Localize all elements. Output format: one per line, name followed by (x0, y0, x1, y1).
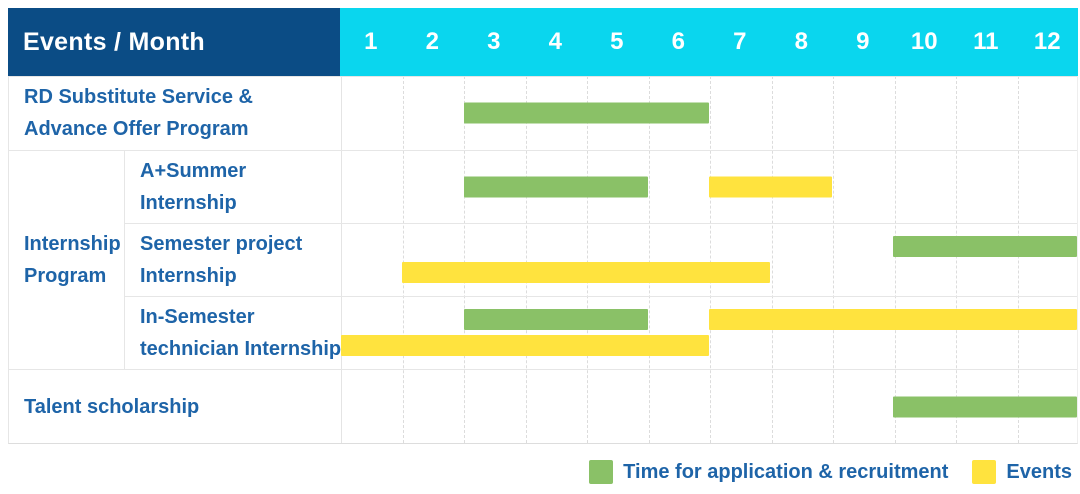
month-header-10: 10 (910, 28, 938, 55)
row-label-in-semester-technician: In-Semester technician Internship (125, 297, 341, 369)
application-recruitment-bar (463, 176, 648, 198)
row-label-semester-project: Semester project Internship (125, 224, 341, 296)
row-label-line: Internship (140, 191, 237, 214)
month-header-11: 11 (973, 28, 999, 55)
gridline-col (1017, 76, 1080, 443)
row-label-line: Internship (140, 265, 237, 287)
row-label-line: Advance Offer Program (24, 118, 249, 141)
legend-item-application-recruitment: Time for application & recruitment (589, 460, 948, 484)
application-recruitment-bar (463, 309, 648, 331)
gridline-col (402, 76, 465, 443)
row-label-rd-substitute: RD Substitute Service & Advance Offer Pr… (9, 77, 341, 150)
internship-program-group: Internship Program A+Summer Internship S… (9, 149, 1077, 370)
group-label-line: Internship (24, 233, 121, 255)
table-row: In-Semester technician Internship (125, 296, 1077, 369)
events-bar (709, 309, 1077, 331)
application-recruitment-bar (463, 102, 709, 124)
gridline-col (894, 76, 957, 443)
gridline-col (956, 76, 1018, 443)
month-header-6: 6 (671, 28, 685, 55)
legend: Time for application & recruitment Event… (565, 460, 1072, 484)
gridline-col (525, 76, 588, 443)
month-header-1: 1 (364, 28, 378, 55)
group-label-line: Program (24, 265, 107, 287)
application-recruitment-bar (893, 396, 1077, 418)
row-bars-area (341, 370, 1077, 443)
table-body: RD Substitute Service & Advance Offer Pr… (8, 76, 1078, 444)
gridline-col (587, 76, 649, 443)
events-bar (402, 262, 771, 284)
gridline-col (648, 76, 711, 443)
group-label-internship-program: Internship Program (9, 150, 125, 370)
yellow-swatch-icon (972, 460, 997, 484)
gridline-col (464, 76, 526, 443)
gridline-col (341, 76, 403, 443)
internship-subrows: A+Summer Internship Semester project Int… (125, 151, 1077, 369)
row-bars-area (341, 77, 1077, 150)
gridline-col (710, 76, 772, 443)
row-label-line: RD Substitute Service & (24, 86, 253, 109)
month-header-12: 12 (1033, 28, 1061, 55)
green-swatch-icon (589, 460, 614, 484)
month-gridlines (341, 76, 1079, 443)
month-header-4: 4 (548, 28, 562, 55)
row-label-a-plus-summer: A+Summer Internship (125, 151, 341, 223)
application-recruitment-bar (893, 235, 1077, 257)
row-label-line: Semester project (140, 233, 303, 255)
legend-label: Time for application & recruitment (623, 460, 949, 483)
row-label-line: technician Internship (140, 338, 342, 361)
table-row: A+Summer Internship (125, 151, 1077, 223)
row-label-line: A+Summer (140, 159, 247, 182)
row-label-line: In-Semester (140, 306, 255, 329)
month-header-2: 2 (425, 28, 439, 55)
month-header-7: 7 (733, 28, 747, 55)
events-month-table: Events / Month 1 2 3 4 5 6 7 8 9 10 11 1… (8, 8, 1078, 444)
row-bars-area (341, 297, 1077, 369)
row-bars-area (341, 224, 1077, 296)
month-header-9: 9 (856, 28, 870, 55)
legend-item-events: Events (972, 460, 1072, 484)
month-header-5: 5 (610, 28, 624, 55)
events-bar (709, 176, 832, 198)
gridline-col (771, 76, 834, 443)
row-label-line: Talent scholarship (24, 395, 200, 418)
table-row: RD Substitute Service & Advance Offer Pr… (9, 76, 1077, 150)
row-label-talent-scholarship: Talent scholarship (9, 370, 341, 443)
events-bar (341, 335, 709, 357)
table-header-row: Events / Month 1 2 3 4 5 6 7 8 9 10 11 1… (8, 8, 1078, 76)
gridline-col (833, 76, 895, 443)
month-header-band: 1 2 3 4 5 6 7 8 9 10 11 12 (340, 8, 1078, 76)
table-row: Talent scholarship (9, 369, 1077, 443)
table-title: Events / Month (8, 8, 340, 76)
legend-label: Events (1006, 460, 1072, 483)
row-bars-area (341, 151, 1077, 223)
month-header-8: 8 (794, 28, 808, 55)
month-header-3: 3 (487, 28, 501, 55)
table-row: Semester project Internship (125, 222, 1077, 296)
